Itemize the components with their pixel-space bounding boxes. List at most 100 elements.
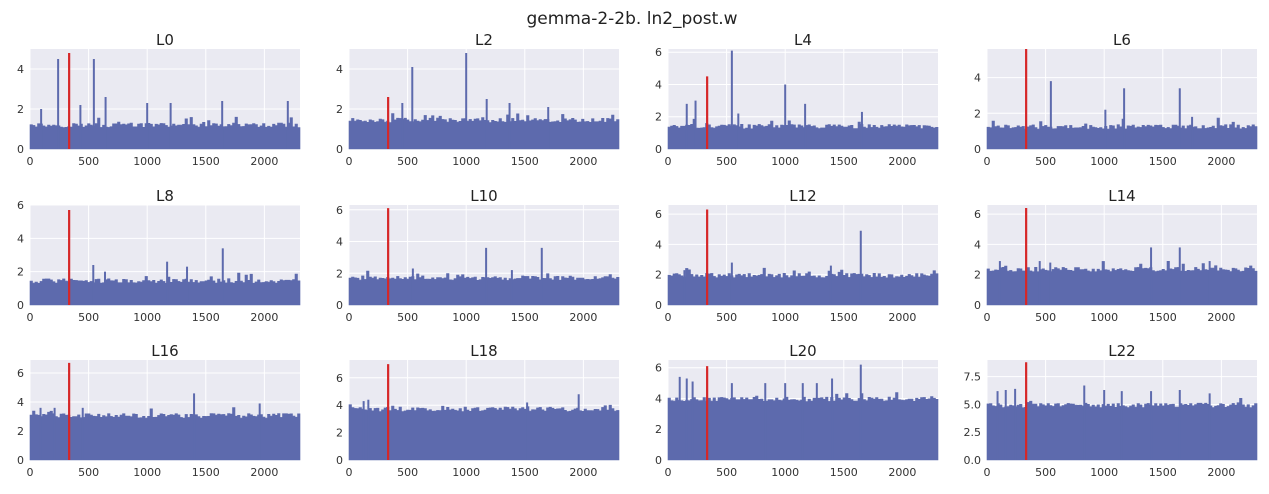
x-tick-label: 2000	[569, 311, 597, 324]
bars-dense	[348, 270, 620, 306]
y-tick-label: 0	[17, 143, 24, 156]
subplot-l0: 0 2 4 0 500 1000 1500 2000 L0	[17, 31, 301, 168]
y-tick-label: 2	[336, 103, 343, 116]
subplot-title: L0	[156, 31, 174, 49]
bars-dense	[348, 113, 620, 150]
subplot-l12: 0 2 4 6 0 500 1000 1500 2000 L12	[655, 187, 939, 324]
y-tick-label: 4	[655, 78, 662, 91]
subplot-l10: 0 2 4 6 0 500 1000 1500 2000 L10	[336, 187, 620, 324]
x-tick-label: 500	[1035, 311, 1056, 324]
x-tick-label: 500	[397, 311, 418, 324]
y-tick-label: 0	[336, 143, 343, 156]
y-tick-label: 0	[336, 454, 343, 467]
x-tick-label: 1000	[771, 466, 799, 479]
y-tick-label: 0	[336, 299, 343, 312]
y-tick-label: 6	[655, 208, 662, 221]
y-tick-label: 4	[655, 392, 662, 405]
subplot-title: L10	[470, 187, 497, 205]
subplot-title: L4	[794, 31, 812, 49]
bars-dense	[986, 261, 1258, 306]
x-tick-label: 1000	[452, 466, 480, 479]
y-tick-label: 2.5	[964, 426, 982, 439]
subplot-title: L20	[789, 342, 816, 360]
y-tick-label: 4	[336, 236, 343, 249]
subplot-l2: 0 2 4 0 500 1000 1500 2000 L2	[336, 31, 620, 168]
x-tick-label: 2000	[250, 311, 278, 324]
x-tick-label: 1500	[1149, 311, 1177, 324]
y-tick-label: 4	[974, 72, 981, 85]
subplot-l16: 0 2 4 6 0 500 1000 1500 2000 L16	[17, 342, 301, 479]
x-tick-label: 2000	[569, 155, 597, 168]
y-tick-label: 2	[17, 103, 24, 116]
y-tick-label: 4	[655, 238, 662, 251]
y-tick-label: 6	[17, 199, 24, 212]
subplot-title: L6	[1113, 31, 1131, 49]
x-tick-label: 2000	[888, 311, 916, 324]
y-tick-label: 0	[974, 299, 981, 312]
y-tick-label: 6	[17, 367, 24, 380]
bars-dense	[29, 116, 301, 150]
y-tick-label: 6	[655, 362, 662, 375]
subplot-title: L2	[475, 31, 493, 49]
x-tick-label: 1500	[192, 155, 220, 168]
x-tick-label: 0	[984, 311, 991, 324]
y-tick-label: 4	[17, 396, 24, 409]
x-tick-label: 1500	[511, 466, 539, 479]
x-tick-label: 1500	[1149, 466, 1177, 479]
x-tick-label: 1000	[1090, 311, 1118, 324]
x-tick-label: 500	[78, 311, 99, 324]
subplot-title: L8	[156, 187, 174, 205]
x-tick-label: 500	[397, 155, 418, 168]
x-tick-label: 2000	[1207, 466, 1235, 479]
subplot-l22: 0.0 2.5 5.0 7.5 0 500 1000 1500 2000 L22	[964, 342, 1258, 479]
x-tick-label: 1500	[830, 155, 858, 168]
y-tick-label: 4	[974, 238, 981, 251]
x-tick-label: 0	[346, 311, 353, 324]
y-tick-label: 2	[336, 427, 343, 440]
bars-dense	[667, 267, 939, 306]
y-tick-label: 2	[974, 269, 981, 282]
y-tick-label: 0	[655, 143, 662, 156]
x-tick-label: 0	[27, 311, 34, 324]
x-tick-label: 2000	[569, 466, 597, 479]
y-tick-label: 0	[17, 454, 24, 467]
x-tick-label: 500	[1035, 466, 1056, 479]
y-tick-label: 0	[974, 143, 981, 156]
bars-dense	[667, 118, 939, 150]
x-tick-label: 1500	[830, 466, 858, 479]
x-tick-label: 500	[78, 155, 99, 168]
x-tick-label: 1000	[452, 155, 480, 168]
x-tick-label: 1500	[830, 311, 858, 324]
x-tick-label: 1000	[452, 311, 480, 324]
x-tick-label: 0	[665, 466, 672, 479]
x-tick-label: 0	[27, 155, 34, 168]
subplot-title: L18	[470, 342, 497, 360]
subplot-title: L14	[1108, 187, 1135, 205]
x-tick-label: 500	[716, 155, 737, 168]
subplot-l4: 0 2 4 6 0 500 1000 1500 2000 L4	[655, 31, 939, 168]
x-tick-label: 2000	[250, 466, 278, 479]
y-tick-label: 6	[655, 46, 662, 59]
subplot-l18: 0 2 4 6 0 500 1000 1500 2000 L18	[336, 342, 620, 479]
x-tick-label: 1000	[133, 155, 161, 168]
x-tick-label: 2000	[888, 155, 916, 168]
y-tick-label: 2	[17, 425, 24, 438]
x-tick-label: 1500	[511, 311, 539, 324]
x-tick-label: 500	[1035, 155, 1056, 168]
x-tick-label: 1500	[192, 311, 220, 324]
y-tick-label: 2	[655, 269, 662, 282]
y-tick-label: 2	[974, 107, 981, 120]
x-tick-label: 1500	[511, 155, 539, 168]
y-tick-label: 4	[336, 63, 343, 76]
y-tick-label: 7.5	[964, 371, 982, 384]
y-tick-label: 2	[655, 111, 662, 124]
x-tick-label: 0	[346, 155, 353, 168]
x-tick-label: 500	[397, 466, 418, 479]
subplot-l8: 0 2 4 6 0 500 1000 1500 2000 L8	[17, 187, 301, 324]
subplot-l6: 0 2 4 0 500 1000 1500 2000 L6	[974, 31, 1258, 168]
x-tick-label: 0	[27, 466, 34, 479]
bars-dense	[29, 407, 301, 461]
y-tick-label: 0	[655, 454, 662, 467]
y-tick-label: 6	[336, 372, 343, 385]
